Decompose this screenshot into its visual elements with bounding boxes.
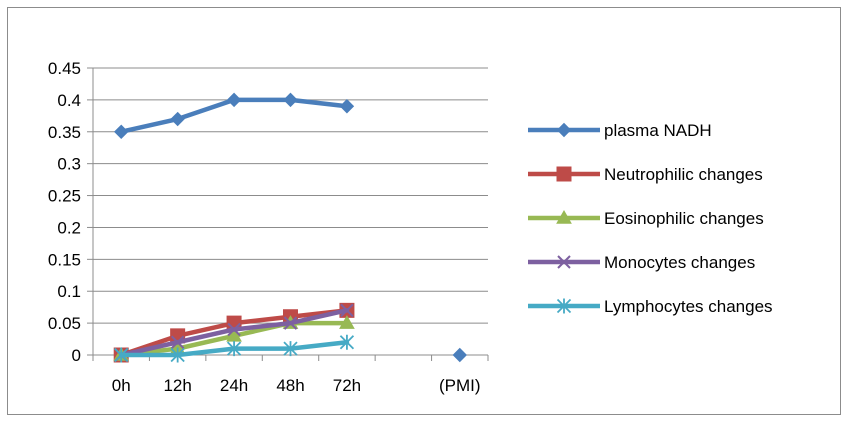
data-point — [114, 124, 129, 139]
legend-item: Neutrophilic changes — [528, 165, 763, 184]
legend-item: plasma NADH — [528, 121, 712, 140]
data-point — [283, 341, 298, 357]
x-tick-label: 24h — [220, 376, 248, 395]
y-tick-label: 0.3 — [57, 155, 81, 174]
series-0 — [114, 92, 467, 363]
series-4 — [114, 334, 355, 363]
y-tick-label: 0.25 — [48, 187, 81, 206]
data-point — [226, 327, 242, 342]
data-point — [339, 99, 355, 114]
data-point — [227, 322, 241, 337]
y-tick-label: 0 — [72, 346, 81, 365]
x-tick-label: 0h — [112, 376, 131, 395]
data-point — [283, 316, 298, 330]
data-point — [339, 315, 355, 329]
line-chart: 0 0.05 0.1 0.15 0.2 0.25 0.3 0.35 0.4 0.45 0h 12h 2… — [48, 59, 773, 395]
legend-label: plasma NADH — [604, 121, 712, 140]
x-tick-labels: 0h 12h 24h 48h 72h (PMI) — [112, 376, 481, 395]
legend-marker — [557, 255, 571, 269]
x-tick-label: 48h — [276, 376, 304, 395]
data-point — [226, 92, 242, 108]
data-point — [170, 347, 185, 363]
legend-item: Lymphocytes changes — [528, 297, 773, 316]
legend: plasma NADH Neutrophilic changes Eosinophi… — [528, 121, 773, 316]
x-tick-label: 72h — [333, 376, 361, 395]
legend-label: Neutrophilic changes — [604, 165, 763, 184]
y-tick-label: 0.35 — [48, 123, 81, 142]
data-point — [339, 334, 355, 350]
gridlines — [93, 67, 488, 324]
legend-label: Eosinophilic changes — [604, 209, 764, 228]
legend-label: Monocytes changes — [604, 253, 755, 272]
y-tick-label: 0.4 — [57, 91, 81, 110]
y-tick-labels: 0 0.05 0.1 0.15 0.2 0.25 0.3 0.35 0.4 0.45 — [48, 59, 81, 365]
chart-frame: 0 0.05 0.1 0.15 0.2 0.25 0.3 0.35 0.4 0.45 0h 12h 2… — [7, 7, 841, 415]
y-tick-label: 0.45 — [48, 59, 81, 78]
legend-marker — [556, 298, 572, 314]
data-point — [170, 111, 185, 127]
legend-item: Monocytes changes — [528, 253, 755, 272]
legend-marker — [556, 166, 572, 182]
series-lines — [113, 92, 467, 363]
y-tick-label: 0.05 — [48, 314, 81, 333]
legend-label: Lymphocytes changes — [604, 297, 773, 316]
legend-marker — [556, 209, 572, 224]
data-point — [340, 303, 354, 318]
y-tick-label: 0.2 — [57, 218, 81, 237]
data-point — [114, 347, 129, 363]
x-tick-label: (PMI) — [439, 376, 481, 395]
legend-item: Eosinophilic changes — [528, 209, 764, 228]
y-tick-label: 0.1 — [57, 282, 81, 301]
data-point — [452, 347, 467, 363]
data-point — [170, 335, 185, 349]
data-point — [226, 341, 242, 357]
data-point — [283, 92, 298, 108]
y-tick-label: 0.15 — [48, 250, 81, 269]
legend-marker — [556, 122, 572, 138]
x-tick-label: 12h — [163, 376, 191, 395]
